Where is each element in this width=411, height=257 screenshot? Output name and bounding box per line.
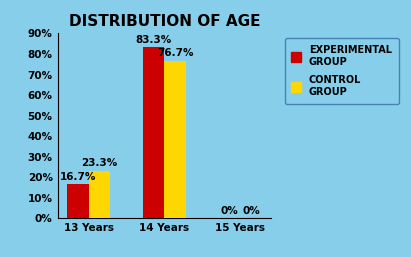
Text: 0%: 0% [242,206,260,216]
Legend: EXPERIMENTAL
GROUP, CONTROL
GROUP: EXPERIMENTAL GROUP, CONTROL GROUP [285,38,399,104]
Text: 83.3%: 83.3% [136,35,172,45]
Title: DISTRIBUTION OF AGE: DISTRIBUTION OF AGE [69,14,260,30]
Bar [88,171,110,218]
Text: 16.7%: 16.7% [60,172,96,182]
Bar [67,184,88,218]
Text: 23.3%: 23.3% [81,158,117,168]
Bar [164,61,186,218]
Text: 76.7%: 76.7% [157,48,193,58]
Text: 0%: 0% [221,206,238,216]
Bar [143,47,164,218]
